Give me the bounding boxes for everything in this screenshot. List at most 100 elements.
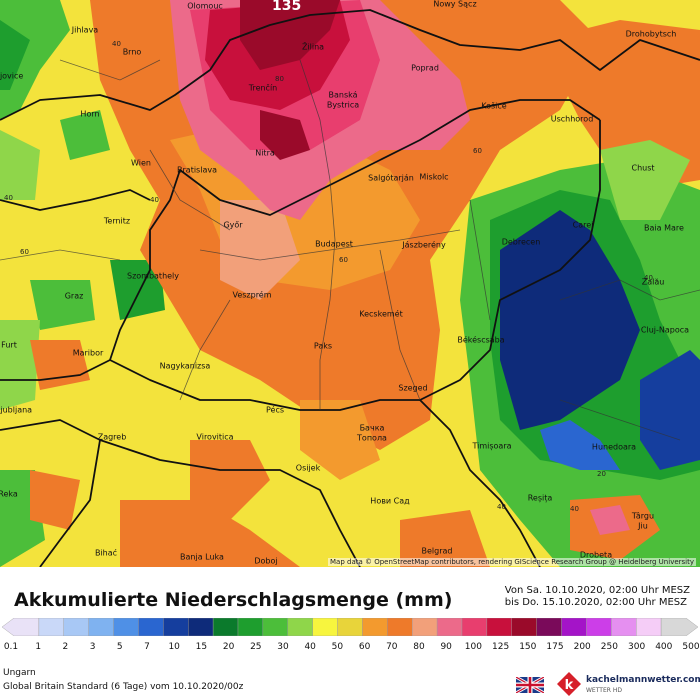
city-label: Furt [1,340,17,350]
city-label: Bystrica [326,100,360,110]
color-scale-tick: 2 [62,642,69,652]
color-scale-tick: 25 [250,642,262,652]
isoline-label: 40 [112,40,121,48]
city-label: Бачка [359,423,385,433]
color-scale-tick: 250 [600,642,618,652]
color-scale-tick: 3 [89,642,96,652]
city-label: Banská [328,90,358,100]
color-scale-tick: 15 [195,642,208,652]
city-label: Zagreb [97,432,127,442]
map-attribution: Map data © OpenStreetMap contributors, r… [328,558,696,566]
color-scale-tick: 20 [222,642,235,652]
city-label: Osijek [295,463,321,473]
color-scale-labels: 0.1 1 2 3 5 7 10 15 20 25 30 40 50 60 70 80 90 100 125 150 1… [4,642,700,654]
city-label: Győr [223,220,243,230]
precipitation-field [0,0,700,567]
city-label: Uschhorod [550,114,594,124]
city-label: Paks [313,341,333,351]
city-label: Ternitz [103,216,131,226]
city-label: Drobeta [579,550,613,560]
brand-subtitle: WETTER HD [586,687,622,694]
city-label: Kecskemét [359,309,403,319]
color-scale-swatch [461,618,488,636]
region-label: Ungarn [3,668,36,678]
color-scale-tick: 500 [682,642,700,652]
color-scale-tick: 100 [464,642,482,652]
kachelmann-logo-icon[interactable]: k [556,671,582,697]
color-scale-swatch [212,618,239,636]
city-label: Jászberény [402,240,446,250]
city-label: Békéscsaba [457,335,505,345]
color-scale-tick: 50 [331,642,344,652]
color-scale-swatch [436,618,463,636]
color-scale-tick: 30 [277,642,289,652]
isoline-label: 40 [570,505,579,513]
city-label: Târgu [631,511,655,521]
brand-name[interactable]: kachelmannwetter.com [586,675,700,685]
color-scale-tick: 150 [519,642,537,652]
color-scale-swatch [660,618,698,636]
color-scale-swatch [312,618,338,636]
legend-title: Akkumulierte Niederschlagsmenge (mm) [14,589,453,611]
city-label: Reșița [527,493,553,503]
precipitation-map[interactable]: 135 Olomouc Nowy Sącz Drohobytsch Jihlava Br… [0,0,700,567]
city-label: Wien [131,158,151,168]
city-label: Топола [357,433,387,443]
color-scale-tick: 5 [116,642,123,652]
svg-text:k: k [565,678,574,693]
city-label: Hunedoara [591,442,637,452]
city-label: Pécs [265,405,285,415]
color-scale-tick: 400 [655,642,673,652]
city-label: Нови Сад [370,496,410,506]
color-scale-swatch [412,618,438,636]
color-scale-swatch [586,618,612,636]
city-label: Horn [80,109,100,119]
color-scale-tick: 1 [35,642,42,652]
color-scale-swatch [237,618,264,636]
city-label: Bihać [94,548,118,558]
city-label: Nowy Sącz [433,0,477,9]
max-value-label: 135 [272,0,302,14]
city-label: Jejovice [0,71,24,81]
city-label: Salgótarján [368,173,414,183]
color-scale-tick: 200 [573,642,591,652]
color-scale-tick: 125 [492,642,510,652]
color-scale-tick: 80 [413,642,425,652]
color-scale-swatch [611,618,637,636]
color-scale-swatch [88,618,114,636]
city-label: Drohobytsch [625,29,677,39]
city-label: Nagykanizsa [159,361,211,371]
city-label: Graz [64,291,84,301]
city-label: Szeged [398,383,428,393]
city-label: Olomouc [187,1,223,11]
city-label: Debrecen [501,237,541,247]
model-run-label: Global Britain Standard (6 Tage) vom 10.… [3,682,244,692]
city-label: Banja Luka [180,552,224,562]
city-label: Chust [631,163,655,173]
city-label: Košice [481,101,507,111]
city-label: Brno [122,47,142,57]
city-label: Žilina [301,42,325,52]
uk-flag-icon[interactable] [516,677,544,693]
color-scale-tick: 90 [440,642,452,652]
forecast-period: Von Sa. 10.10.2020, 02:00 Uhr MESZ bis D… [505,585,690,609]
period-start: Von Sa. 10.10.2020, 02:00 Uhr MESZ [504,585,690,596]
city-label: Doboj [254,556,278,566]
color-scale-tick: 10 [168,642,180,652]
isoline-label: 60 [473,147,482,155]
city-label: Baia Mare [644,223,684,233]
color-scale-tick: 0.1 [3,642,19,652]
color-scale [2,618,698,636]
isoline-label: 40 [150,196,159,204]
city-label: Maribor [72,348,104,358]
isoline-label: 60 [339,256,348,264]
city-label: Budapest [315,239,353,249]
color-scale-swatch [536,618,562,636]
color-scale-swatch [387,618,413,636]
city-label: Timișoara [472,441,512,451]
city-label: Cluj-Napoca [640,325,690,335]
city-label: Zalău [641,277,665,287]
color-scale-swatch [188,618,214,636]
color-scale-swatch [486,618,512,636]
color-scale-swatch [511,618,537,636]
